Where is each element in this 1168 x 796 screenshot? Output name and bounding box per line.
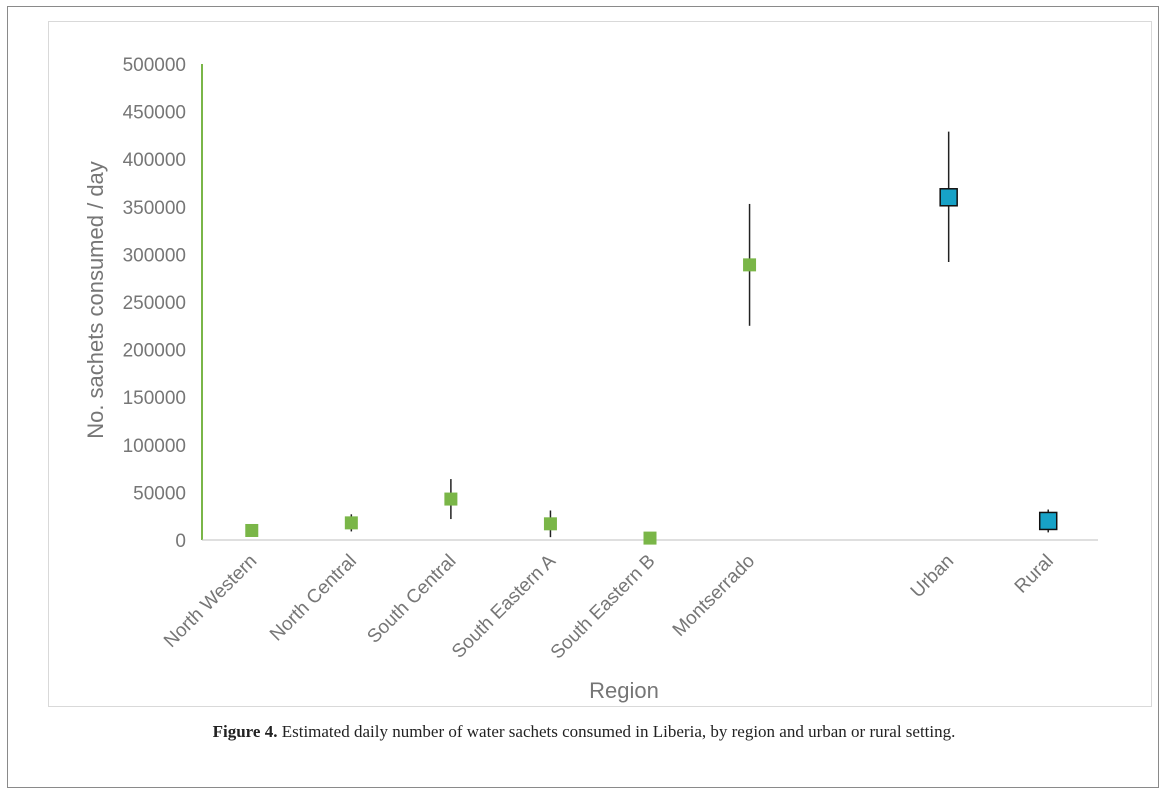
- x-tick-label: Montserrado: [669, 551, 759, 641]
- data-point: [743, 258, 757, 272]
- y-tick-label: 350000: [123, 198, 186, 219]
- caption-text: Estimated daily number of water sachets …: [277, 722, 956, 741]
- figure-frame: [7, 6, 1159, 788]
- x-axis-ticks: North Western North Central South CentralS…: [160, 550, 1058, 663]
- x-tick-label: South Central: [363, 551, 460, 648]
- x-tick-label: North Western: [160, 551, 261, 652]
- y-tick-label: 400000: [123, 150, 186, 171]
- data-point: [939, 188, 958, 207]
- y-tick-label: 100000: [123, 436, 186, 457]
- y-tick-label: 450000: [123, 103, 186, 124]
- x-tick-label: Rural: [1011, 551, 1058, 598]
- y-axis-title: No. sachets consumed / day: [83, 161, 108, 439]
- data-point: [643, 531, 657, 545]
- y-tick-label: 150000: [123, 388, 186, 409]
- x-tick-label: South Eastern A: [448, 550, 560, 662]
- x-tick-label: North Central: [266, 551, 361, 646]
- data-point: [1038, 511, 1058, 531]
- data-point: [444, 492, 458, 506]
- chart-frame: [48, 21, 1152, 707]
- y-tick-label: 50000: [133, 483, 186, 504]
- figure-caption: Figure 4. Estimated daily number of wate…: [0, 722, 1168, 742]
- x-tick-label: Urban: [907, 551, 958, 602]
- data-point: [344, 516, 358, 530]
- x-axis-title: Region: [589, 678, 659, 703]
- y-tick-label: 0: [175, 531, 186, 552]
- y-axis-ticks: 0 50000 100000 150000 200000 250000 300000 3500…: [123, 55, 186, 552]
- y-tick-label: 250000: [123, 293, 186, 314]
- series-layer: [245, 131, 1058, 545]
- x-tick-label: South Eastern B: [547, 551, 660, 664]
- data-point: [245, 523, 259, 537]
- y-tick-label: 500000: [123, 55, 186, 76]
- data-point: [543, 517, 557, 531]
- caption-label: Figure 4.: [212, 722, 278, 741]
- y-tick-label: 200000: [123, 341, 186, 362]
- y-tick-label: 300000: [123, 245, 186, 266]
